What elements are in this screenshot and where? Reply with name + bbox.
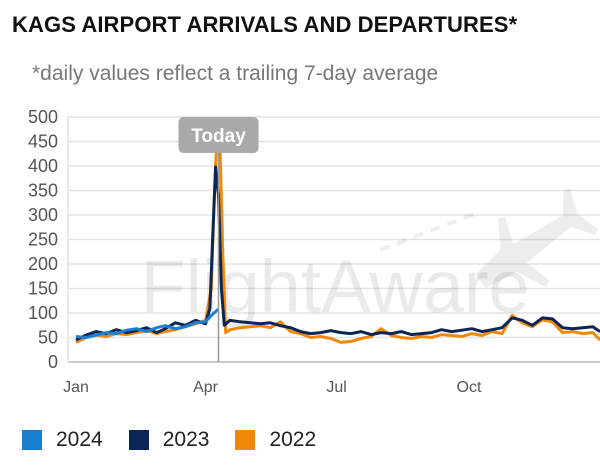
legend-swatch-2022 <box>235 430 256 450</box>
watermark-text: FlightAware <box>140 245 529 328</box>
airplane-watermark-icon <box>475 188 599 288</box>
legend-item-2022[interactable]: 2022 <box>235 428 316 452</box>
y-tick-label-5: 250 <box>28 230 58 250</box>
series-lines <box>75 130 600 344</box>
y-tick-label-9: 50 <box>38 328 58 348</box>
legend-label-2022: 2022 <box>269 428 317 451</box>
y-tick-label-3: 350 <box>28 181 58 201</box>
y-tick-label-8: 100 <box>28 303 58 323</box>
y-tick-label-10: 0 <box>48 352 58 372</box>
today-label: Today <box>191 126 246 147</box>
chart-subtitle: *daily values reflect a trailing 7-day a… <box>32 62 439 85</box>
x-axis-ticks: Jan Apr Jul Oct <box>63 379 482 396</box>
chart-title: KAGS AIRPORT ARRIVALS AND DEPARTURES* <box>12 12 518 37</box>
y-tick-label-4: 300 <box>28 205 58 225</box>
series-line-2024 <box>75 307 220 339</box>
legend-item-2023[interactable]: 2023 <box>128 428 210 452</box>
y-tick-label-0: 500 <box>28 107 58 127</box>
x-tick-label-2: Jul <box>326 379 346 396</box>
x-tick-label-0: Jan <box>63 379 89 396</box>
legend-label-2024: 2024 <box>56 428 103 451</box>
legend: 2024 2023 2022 <box>22 428 342 452</box>
legend-label-2023: 2023 <box>162 428 210 451</box>
grid-lines <box>67 116 600 363</box>
today-badge <box>178 117 259 153</box>
legend-item-2024[interactable]: 2024 <box>22 428 103 452</box>
y-tick-label-6: 200 <box>28 254 58 274</box>
legend-swatch-2024 <box>22 430 42 450</box>
today-marker: Today <box>178 117 259 362</box>
x-tick-label-3: Oct <box>457 379 482 396</box>
legend-swatch-2023 <box>128 430 149 450</box>
line-chart: FlightAware 5004504003503002502001501005… <box>28 107 600 396</box>
y-tick-label-2: 400 <box>28 156 58 176</box>
y-tick-label-1: 450 <box>28 132 58 152</box>
x-tick-label-1: Apr <box>193 379 219 396</box>
y-tick-label-7: 150 <box>28 279 58 299</box>
